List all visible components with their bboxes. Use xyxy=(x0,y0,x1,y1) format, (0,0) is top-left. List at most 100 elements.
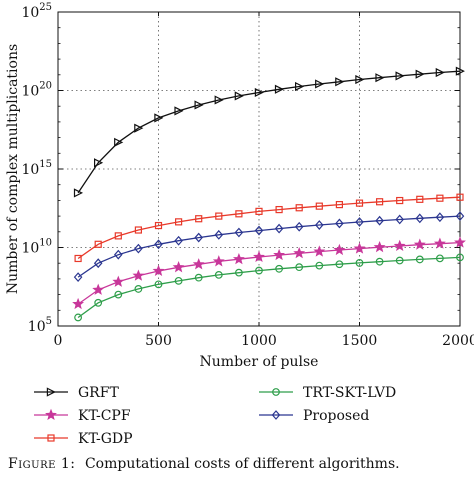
data-point-kt-gdp xyxy=(175,218,183,226)
data-point-kt-gdp xyxy=(195,215,203,223)
data-point-grft xyxy=(154,113,164,123)
data-point-kt-gdp xyxy=(456,193,464,201)
data-point-trt-skt-lvd xyxy=(436,254,444,263)
data-point-trt-skt-lvd xyxy=(275,264,284,273)
caption-body: Computational costs of different algorit… xyxy=(85,456,400,472)
data-point-kt-gdp xyxy=(74,254,82,263)
y-tick-exponent: 15 xyxy=(39,159,52,170)
data-point-kt-cpf xyxy=(152,264,165,277)
y-tick-label: 1020 xyxy=(21,81,52,100)
data-point-proposed xyxy=(93,258,103,269)
data-point-kt-gdp xyxy=(114,232,122,240)
data-point-trt-skt-lvd xyxy=(355,259,364,267)
data-point-kt-cpf xyxy=(293,247,306,259)
y-tick-base: 10 xyxy=(21,162,39,178)
data-point-proposed xyxy=(294,221,304,232)
series-grft xyxy=(73,66,465,198)
legend-label-trt-skt-lvd: TRT-SKT-LVD xyxy=(303,385,396,401)
legend-marker-kt-gdp xyxy=(47,434,55,442)
data-point-grft xyxy=(395,71,405,81)
data-point-proposed xyxy=(315,220,324,230)
data-point-grft xyxy=(335,77,345,87)
legend-label-kt-gdp: KT-GDP xyxy=(78,431,133,447)
y-tick-label: 1010 xyxy=(21,238,52,257)
legend-item-kt-gdp: KT-GDP xyxy=(34,431,133,447)
data-point-kt-gdp xyxy=(134,226,142,234)
x-axis-title: Number of pulse xyxy=(200,354,319,370)
legend-label-kt-cpf: KT-CPF xyxy=(78,408,131,424)
data-point-kt-gdp xyxy=(255,207,263,215)
legend-marker-grft xyxy=(46,387,56,397)
x-tick-label: 1500 xyxy=(342,333,378,349)
data-point-trt-skt-lvd xyxy=(335,260,344,269)
y-tick-label: 1025 xyxy=(21,2,52,21)
data-point-kt-cpf xyxy=(232,252,245,265)
data-point-grft xyxy=(295,81,305,92)
data-point-grft xyxy=(73,188,84,198)
data-point-proposed xyxy=(154,239,163,250)
series-line-proposed xyxy=(77,215,461,278)
data-point-kt-cpf xyxy=(192,258,205,270)
data-point-grft xyxy=(415,69,425,79)
data-point-proposed xyxy=(234,227,244,238)
data-point-kt-gdp xyxy=(436,194,444,202)
data-point-grft xyxy=(375,73,385,83)
data-point-trt-skt-lvd xyxy=(214,270,223,279)
y-tick-base: 10 xyxy=(21,241,39,257)
data-point-kt-cpf xyxy=(273,248,286,261)
data-point-kt-cpf xyxy=(433,237,446,249)
data-point-kt-cpf xyxy=(413,238,426,250)
data-point-proposed xyxy=(435,212,445,223)
legend-marker-trt-skt-lvd xyxy=(272,388,280,396)
data-point-proposed xyxy=(114,249,123,260)
data-point-kt-gdp xyxy=(275,205,283,214)
y-axis-title: Number of complex multiplications xyxy=(5,44,21,294)
legend-item-kt-cpf: KT-CPF xyxy=(34,408,131,424)
data-point-kt-gdp xyxy=(315,202,323,210)
data-point-proposed xyxy=(455,211,465,222)
caption-label: Figure 1: xyxy=(8,456,75,472)
data-point-proposed xyxy=(335,218,344,229)
data-point-trt-skt-lvd xyxy=(114,290,123,299)
data-point-trt-skt-lvd xyxy=(255,266,263,275)
x-tick-label: 0 xyxy=(54,333,63,349)
data-point-proposed xyxy=(134,243,143,254)
series-trt-skt-lvd xyxy=(74,253,464,322)
data-point-proposed xyxy=(375,215,384,226)
data-point-grft xyxy=(274,84,285,94)
y-tick-label: 1015 xyxy=(21,159,52,178)
data-point-kt-gdp xyxy=(355,199,364,207)
data-point-grft xyxy=(455,66,465,76)
data-point-grft xyxy=(435,67,445,78)
legend-item-proposed: Proposed xyxy=(259,408,369,424)
data-point-kt-gdp xyxy=(335,201,343,209)
y-tick-exponent: 20 xyxy=(39,81,52,92)
legend-marker-proposed xyxy=(271,410,281,420)
y-tick-exponent: 10 xyxy=(39,238,52,249)
data-point-grft xyxy=(254,87,264,98)
data-point-grft xyxy=(93,158,104,168)
data-point-proposed xyxy=(395,214,404,225)
series-kt-gdp xyxy=(74,193,464,263)
figure-caption: Figure 1: Computational costs of differe… xyxy=(8,456,400,472)
data-point-proposed xyxy=(73,272,83,283)
data-point-trt-skt-lvd xyxy=(415,255,424,264)
data-point-trt-skt-lvd xyxy=(154,280,163,289)
legend-marker-kt-cpf xyxy=(45,408,57,421)
y-tick-exponent: 5 xyxy=(46,316,52,327)
data-point-trt-skt-lvd xyxy=(315,261,324,270)
series-line-kt-cpf xyxy=(77,241,461,305)
data-point-trt-skt-lvd xyxy=(456,253,464,262)
data-point-kt-gdp xyxy=(416,195,424,203)
data-point-kt-cpf xyxy=(253,250,265,262)
data-point-proposed xyxy=(254,225,264,236)
series-kt-cpf xyxy=(72,236,466,310)
data-point-grft xyxy=(214,95,224,105)
data-point-grft xyxy=(174,106,184,116)
legend-item-grft: GRFT xyxy=(34,385,119,401)
data-point-proposed xyxy=(355,217,364,227)
data-point-kt-cpf xyxy=(393,239,406,252)
data-point-kt-cpf xyxy=(353,242,366,254)
